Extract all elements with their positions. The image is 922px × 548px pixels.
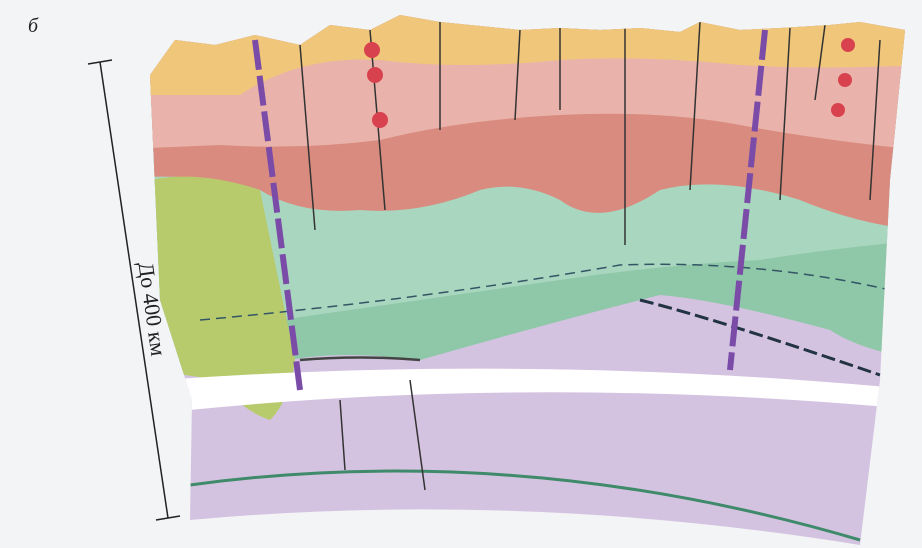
- boundary-line: [299, 356, 421, 362]
- figure-label: б: [28, 15, 39, 37]
- dashed-boundary: [639, 298, 881, 377]
- faults: [299, 21, 881, 491]
- volcanic-channels: [252, 29, 768, 391]
- asthenosphere-band: [150, 368, 905, 420]
- dashed-boundary: [199, 263, 891, 321]
- boundary-line: [189, 469, 861, 542]
- olive-block: [150, 176, 295, 420]
- intrusions: [364, 38, 855, 128]
- scale-bar: [87, 59, 181, 521]
- layers: [150, 15, 905, 545]
